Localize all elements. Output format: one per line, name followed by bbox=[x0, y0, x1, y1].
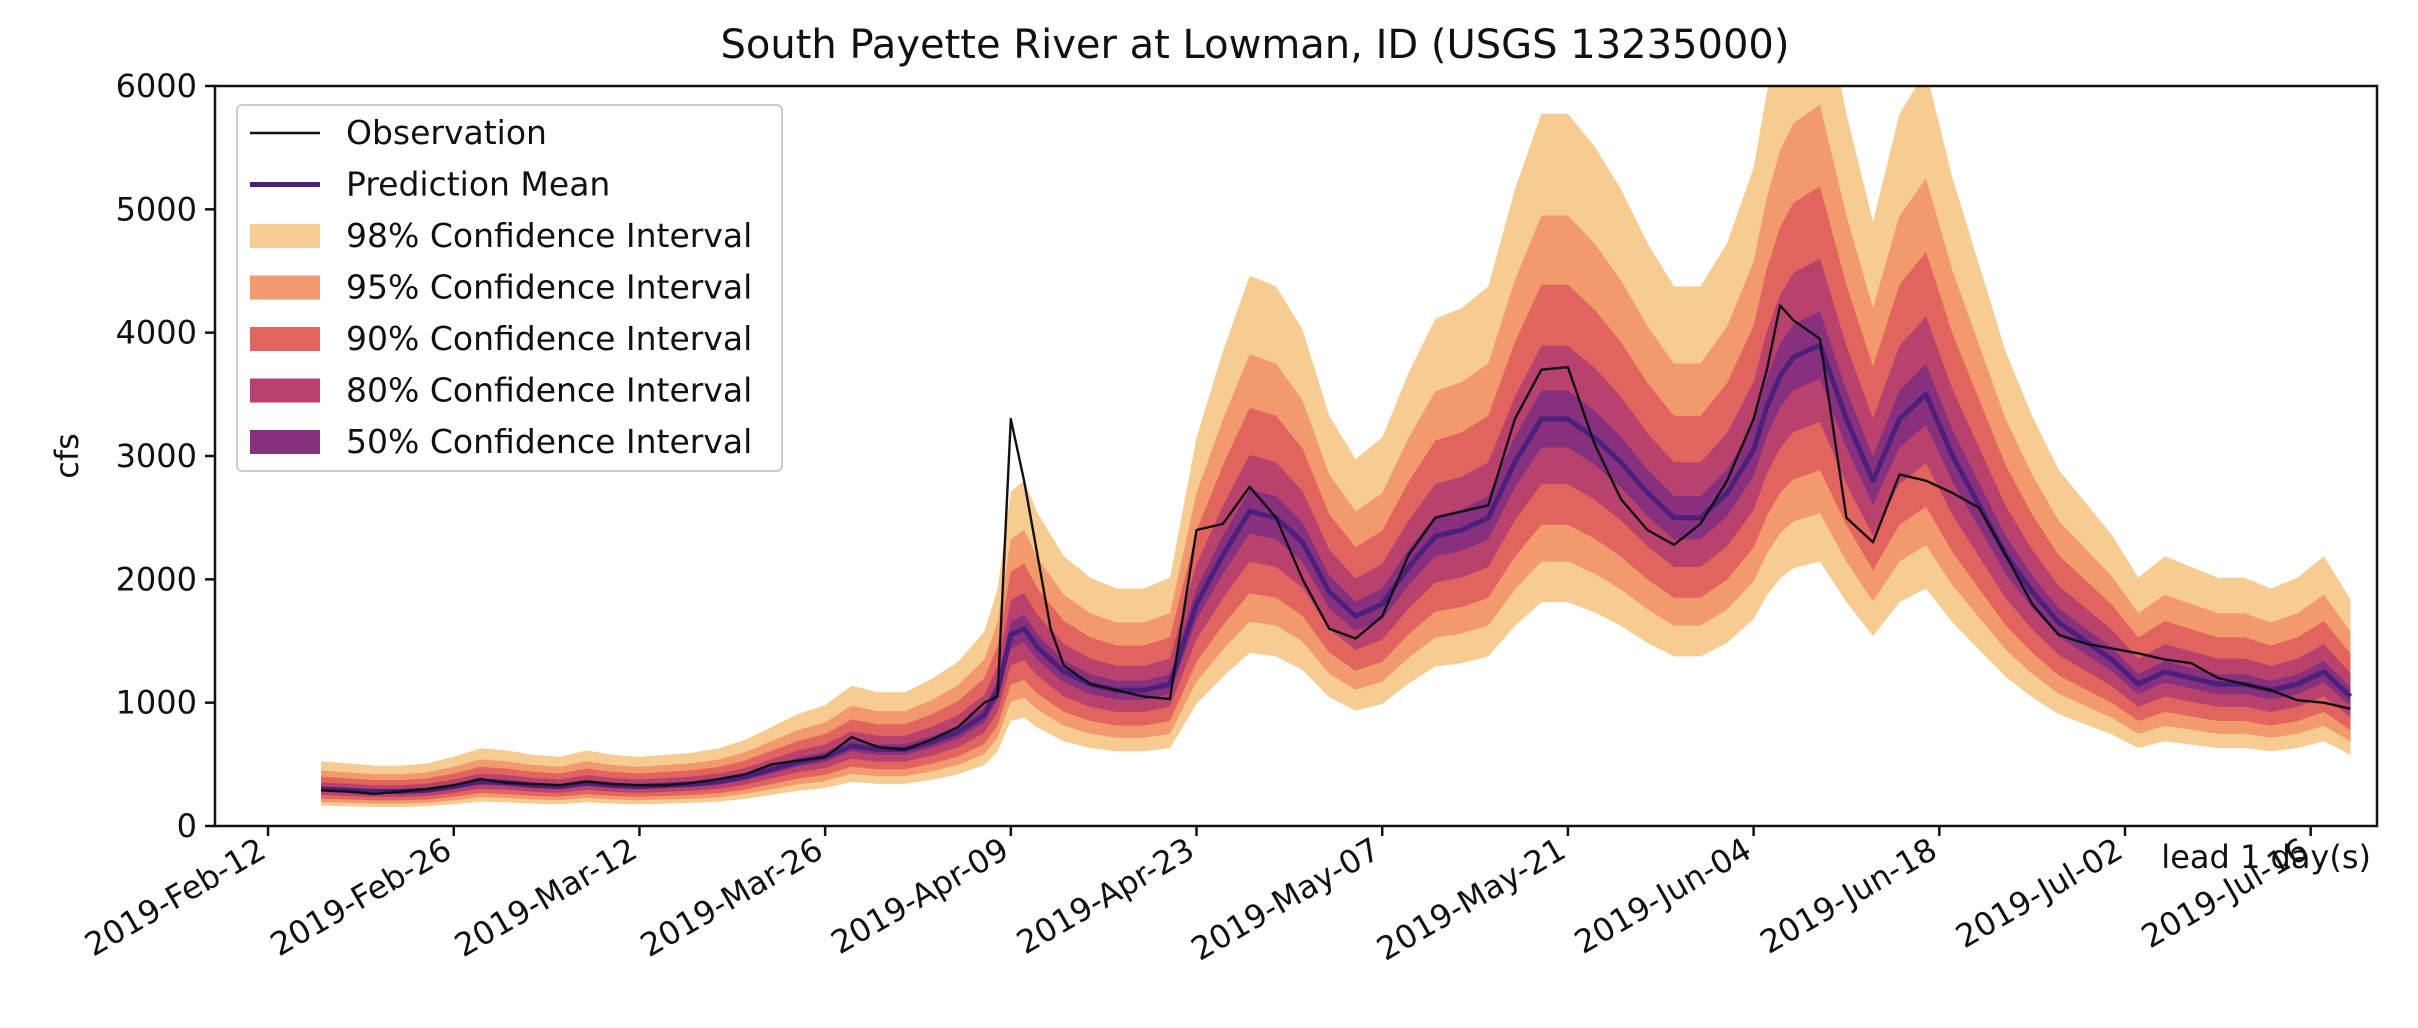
legend-swatch bbox=[250, 275, 320, 300]
band-50-confidence-interval bbox=[321, 311, 2351, 794]
x-tick-label: 2019-Feb-12 bbox=[78, 830, 272, 964]
legend-label: Observation bbox=[346, 113, 547, 152]
x-tick-label: 2019-Feb-26 bbox=[264, 830, 458, 964]
legend-label: Prediction Mean bbox=[346, 165, 610, 204]
legend-frame bbox=[236, 104, 783, 472]
y-tick-label: 1000 bbox=[116, 684, 197, 722]
legend-swatch bbox=[250, 224, 320, 248]
legend-swatch bbox=[250, 378, 320, 403]
x-tick-label: 2019-Jul-02 bbox=[1949, 830, 2129, 956]
y-tick-label: 5000 bbox=[116, 190, 197, 228]
legend-label: 95% Confidence Interval bbox=[346, 268, 752, 307]
legend-swatch bbox=[250, 430, 320, 454]
y-tick-label: 3000 bbox=[116, 437, 197, 475]
y-axis-label: cfs bbox=[48, 433, 86, 479]
y-tick-label: 6000 bbox=[116, 67, 197, 105]
x-tick-label: 2019-Apr-09 bbox=[824, 830, 1014, 962]
legend-swatch bbox=[250, 327, 320, 351]
x-tick-label: 2019-Apr-23 bbox=[1010, 830, 1200, 962]
legend-label: 98% Confidence Interval bbox=[346, 216, 752, 255]
x-axis: 2019-Feb-122019-Feb-262019-Mar-122019-Ma… bbox=[78, 826, 2315, 968]
x-tick-label: 2019-May-21 bbox=[1370, 830, 1572, 968]
confidence-bands bbox=[321, 86, 2351, 807]
legend-label: 50% Confidence Interval bbox=[346, 422, 752, 461]
x-tick-label: 2019-Jun-18 bbox=[1754, 830, 1944, 961]
x-tick-label: 2019-Jun-04 bbox=[1568, 830, 1758, 961]
x-tick-label: 2019-Mar-26 bbox=[634, 830, 829, 965]
legend-label: 90% Confidence Interval bbox=[346, 319, 752, 358]
series-lines bbox=[320, 304, 2353, 796]
legend-label: 80% Confidence Interval bbox=[346, 371, 752, 410]
lead-annotation: lead 1 day(s) bbox=[2161, 838, 2371, 876]
x-tick-label: 2019-Mar-12 bbox=[448, 830, 643, 965]
y-axis: 0 1000 2000 3000 4000 5000 6000 bbox=[116, 67, 215, 845]
chart-title: South Payette River at Lowman, ID (USGS … bbox=[721, 22, 1790, 68]
y-tick-label: 4000 bbox=[116, 314, 197, 352]
observation-line bbox=[321, 304, 2351, 796]
legend: Observation Prediction Mean 98% Confidence… bbox=[236, 104, 783, 472]
x-tick-label: 2019-May-07 bbox=[1185, 830, 1387, 968]
y-tick-label: 0 bbox=[177, 807, 197, 845]
y-tick-label: 2000 bbox=[116, 560, 197, 598]
